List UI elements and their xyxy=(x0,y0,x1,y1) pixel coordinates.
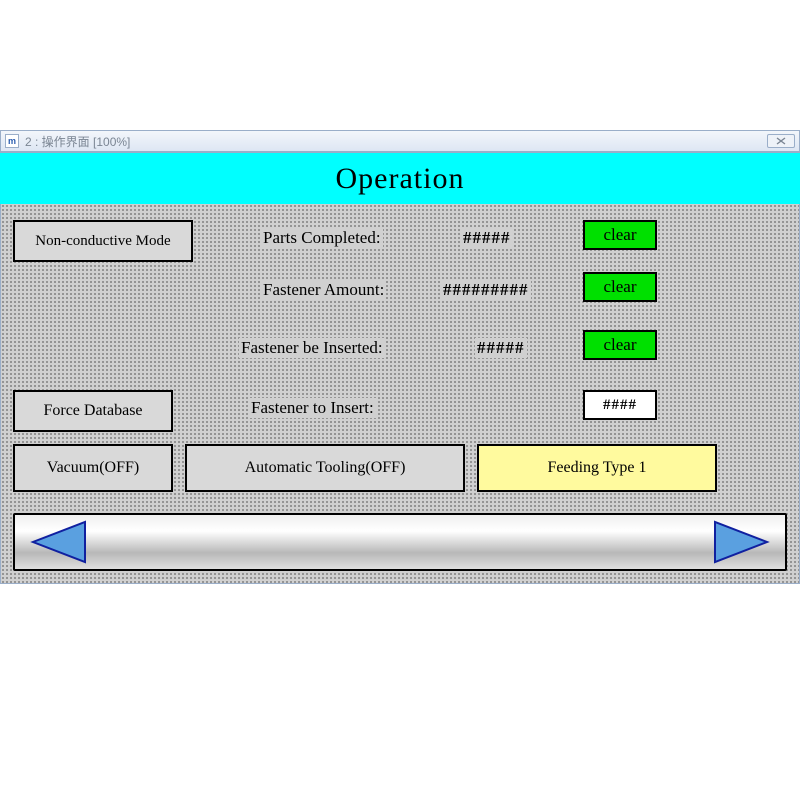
fastener-amount-clear-button[interactable]: clear xyxy=(583,272,657,302)
fastener-amount-label: Fastener Amount: xyxy=(261,280,386,300)
fastener-to-insert-field[interactable]: #### xyxy=(583,390,657,420)
prev-arrow-button[interactable] xyxy=(25,518,95,566)
nav-bar xyxy=(13,513,787,571)
fastener-inserted-label: Fastener be Inserted: xyxy=(239,338,385,358)
next-arrow-button[interactable] xyxy=(705,518,775,566)
parts-completed-value: ##### xyxy=(461,228,513,248)
feeding-type-display: Feeding Type 1 xyxy=(477,444,717,492)
force-database-button[interactable]: Force Database xyxy=(13,390,173,432)
fastener-amount-value: ######### xyxy=(441,280,531,300)
parts-completed-label: Parts Completed: xyxy=(261,228,383,248)
content-panel: Non-conductive Mode Force Database Vacuu… xyxy=(0,204,800,584)
parts-completed-clear-button[interactable]: clear xyxy=(583,220,657,250)
app-icon: m xyxy=(5,134,19,148)
fastener-inserted-clear-button[interactable]: clear xyxy=(583,330,657,360)
automatic-tooling-button[interactable]: Automatic Tooling(OFF) xyxy=(185,444,465,492)
page-title: Operation xyxy=(336,162,465,196)
window-titlebar: m 2 : 操作界面 [100%] xyxy=(0,130,800,152)
non-conductive-mode-button[interactable]: Non-conductive Mode xyxy=(13,220,193,262)
window-title: 2 : 操作界面 [100%] xyxy=(25,133,130,150)
fastener-to-insert-label: Fastener to Insert: xyxy=(249,398,376,418)
vacuum-button[interactable]: Vacuum(OFF) xyxy=(13,444,173,492)
close-icon[interactable] xyxy=(767,134,795,148)
fastener-inserted-value: ##### xyxy=(475,338,527,358)
header-bar: Operation xyxy=(0,152,800,204)
